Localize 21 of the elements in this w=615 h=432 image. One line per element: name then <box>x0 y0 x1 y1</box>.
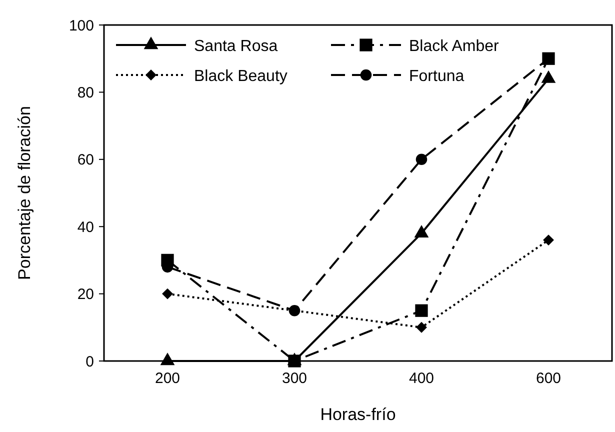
x-tick-label: 300 <box>282 370 308 387</box>
y-tick-label: 80 <box>77 84 94 102</box>
y-tick-label: 60 <box>77 152 94 169</box>
point <box>162 288 173 300</box>
legend-label: Black Amber <box>409 38 500 55</box>
legend-label: Black Beauty <box>194 68 288 85</box>
x-tick-label: 600 <box>536 370 562 387</box>
x-axis-title: Horas-frío <box>320 405 396 424</box>
point <box>416 322 427 333</box>
x-tick-label: 400 <box>408 370 434 387</box>
legend-label: Santa Rosa <box>194 38 278 55</box>
point <box>415 304 428 317</box>
legend-label: Fortuna <box>409 68 464 85</box>
point <box>543 234 554 246</box>
y-tick-label: 0 <box>86 353 94 370</box>
y-axis-title: Porcentaje de floración <box>15 106 34 280</box>
y-tick-label: 20 <box>77 286 94 304</box>
x-tick-label: 200 <box>154 370 180 387</box>
point <box>416 154 428 166</box>
y-tick-label: 40 <box>77 218 94 236</box>
y-tick-label: 100 <box>68 17 94 34</box>
